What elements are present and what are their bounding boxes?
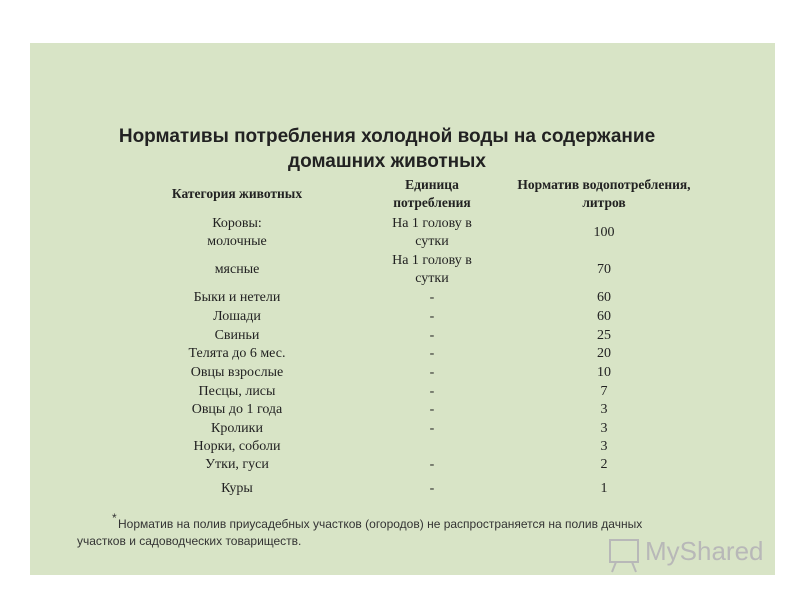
value-cell: 1	[601, 481, 608, 496]
title: Нормативы потребления холодной воды на с…	[119, 126, 655, 147]
unit-cell: На 1 голову в	[392, 216, 472, 231]
header-cell: Единица	[405, 177, 459, 192]
unit-cell: -	[430, 328, 435, 343]
value-cell: 3	[601, 439, 608, 454]
category-cell: Песцы, лисы	[199, 384, 276, 399]
footnote: участков и садоводческих товариществ.	[77, 534, 301, 548]
unit-cell: -	[430, 457, 435, 472]
footnote: Норматив на полив приусадебных участков …	[118, 517, 642, 531]
header-cell: Категория животных	[172, 186, 302, 201]
category-cell: Телята до 6 мес.	[189, 346, 286, 361]
value-cell: 2	[601, 457, 608, 472]
header-cell: Норматив водопотребления,	[517, 177, 690, 192]
value-cell: 60	[597, 290, 611, 305]
header-cell: потребления	[393, 195, 471, 210]
unit-cell: сутки	[415, 234, 449, 249]
category-cell: Свиньи	[215, 328, 260, 343]
category-cell: Норки, соболи	[193, 439, 281, 454]
value-cell: 3	[601, 402, 608, 417]
value-cell: 60	[597, 309, 611, 324]
category-cell: молочные	[207, 234, 266, 249]
unit-cell: -	[430, 421, 435, 436]
category-cell: Овцы взрослые	[191, 365, 283, 380]
unit-cell: -	[430, 365, 435, 380]
unit-cell: На 1 голову в	[392, 253, 472, 268]
value-cell: 20	[597, 346, 611, 361]
category-cell: Кролики	[211, 421, 263, 436]
unit-cell: -	[430, 290, 435, 305]
panel	[30, 43, 775, 575]
category-cell: Куры	[221, 481, 253, 496]
category-cell: Быки и нетели	[194, 290, 281, 305]
category-cell: Утки, гуси	[205, 457, 269, 472]
value-cell: 10	[597, 365, 611, 380]
value-cell: 7	[601, 384, 608, 399]
category-cell: мясные	[215, 262, 260, 277]
title: домашних животных	[288, 151, 486, 172]
category-cell: Лошади	[213, 309, 261, 324]
category-cell: Коровы:	[212, 216, 262, 231]
value-cell: 25	[597, 328, 611, 343]
unit-cell: -	[430, 481, 435, 496]
watermark: MyShared	[645, 536, 764, 566]
unit-cell: сутки	[415, 271, 449, 286]
header-cell: литров	[582, 195, 625, 210]
unit-cell: -	[430, 402, 435, 417]
value-cell: 3	[601, 421, 608, 436]
value-cell: 70	[597, 262, 611, 277]
category-cell: Овцы до 1 года	[192, 402, 283, 417]
unit-cell: -	[430, 309, 435, 324]
unit-cell: -	[430, 346, 435, 361]
footnote-mark: *	[112, 511, 117, 525]
unit-cell: -	[430, 384, 435, 399]
value-cell: 100	[594, 225, 615, 240]
watermark-icon	[609, 539, 639, 573]
